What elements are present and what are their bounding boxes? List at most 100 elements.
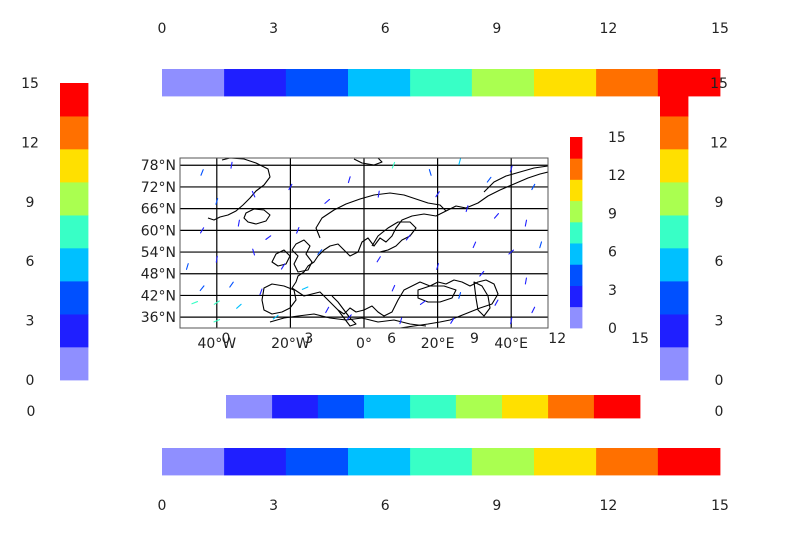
quiver-arrow [399, 317, 403, 325]
colorbar-left-segment [60, 346, 89, 381]
colorbar-bottom-tick-label: 9 [492, 498, 501, 514]
colorbar-inner-bottom-tick-label: 12 [548, 331, 566, 347]
quiver-arrow [251, 190, 256, 198]
lat-tick-label: 66°N [141, 202, 176, 218]
coastline-novaya-zemlya [483, 165, 548, 193]
quiver-arrow [486, 176, 492, 183]
lat-tick-label: 54°N [141, 245, 176, 261]
colorbar-top-segment [596, 69, 659, 97]
quiver-arrow [215, 197, 219, 205]
coastline-iceland [243, 208, 271, 225]
quiver-arrow [317, 249, 323, 255]
lon-tick-label: 40°E [494, 336, 528, 352]
quiver-arrow [494, 299, 499, 306]
quiver-arrow [436, 263, 440, 270]
lon-tick-label: 0° [356, 336, 372, 352]
colorbar-inset-right-segment [570, 285, 583, 308]
quiver-arrow [236, 303, 242, 309]
quiver-arrow [213, 319, 221, 323]
quiver-arrow [376, 256, 381, 263]
quiver-arrow [472, 241, 477, 249]
colorbar-bottom-segment [471, 448, 535, 476]
colorbar-bottom-segment [410, 448, 473, 476]
colorbar-top-tick-label: 12 [599, 21, 617, 37]
quiver-arrow [508, 249, 515, 255]
colorbar-inner-bottom-segment [548, 395, 595, 419]
quiver-arrow [272, 314, 279, 320]
quiver-arrow [237, 219, 240, 227]
colorbar-inset-right-segment [570, 221, 583, 244]
quiver-arrow [509, 165, 513, 173]
colorbar-right-tick-label: 9 [715, 195, 724, 211]
quiver-arrow [493, 213, 499, 219]
colorbar-bottom-segment [224, 448, 287, 476]
colorbar-right-segment [660, 83, 689, 117]
quiver-arrow [215, 255, 218, 263]
colorbar-bottom-segment [534, 448, 597, 476]
quiver-arrow [419, 300, 426, 305]
colorbar-right-tick-label: 3 [715, 314, 724, 330]
colorbar-left: 0 3 6 9 12 15 [21, 76, 89, 389]
colorbar-inner-bottom-segment [364, 395, 411, 419]
colorbar-bottom-tick-label: 15 [711, 498, 729, 514]
colorbar-bottom-segment [348, 448, 411, 476]
colorbar-top-segment [224, 69, 287, 97]
quiver-arrow [465, 205, 469, 213]
colorbar-inner-bottom-tick-label: 15 [631, 331, 649, 347]
colorbar-left-segment [60, 182, 89, 216]
quiver-arrow [377, 190, 380, 198]
colorbar-inner-bottom-tick-label: 6 [387, 331, 396, 347]
colorbar-right-segment [660, 148, 689, 183]
colorbar-right-segment [660, 182, 689, 216]
colorbar-inset-right-tick-label: 12 [608, 168, 626, 184]
quiver-arrow [391, 161, 396, 169]
quiver-arrow [539, 241, 543, 249]
colorbar-left-segment [60, 281, 89, 315]
map-tick-labels: 40°W 20°W 0° 20°E 40°E36°N42°N48°N54°N60°N66… [141, 158, 528, 352]
colorbar-top-segment [410, 69, 473, 97]
colorbar-inset-right-segment [570, 243, 583, 265]
colorbar-bottom-segment [285, 448, 349, 476]
quiver-arrow [479, 270, 485, 277]
colorbar-top: 0 3 6 9 12 15 [158, 21, 729, 97]
colorbar-right-tick-label: 6 [715, 254, 724, 270]
quiver-arrow [428, 169, 432, 176]
colorbar-inset-right-segment [570, 306, 583, 329]
quiver-arrow [346, 314, 352, 320]
quiver-arrows [185, 158, 543, 325]
colorbar-top-tick-label: 9 [492, 21, 501, 37]
map-frame [179, 157, 549, 329]
colorbar-inner-bottom-segment [593, 395, 641, 419]
colorbar-bottom-segment [162, 448, 225, 476]
quiver-arrow [280, 263, 286, 270]
colorbar-left-segment [60, 314, 89, 348]
colorbar-bottom-tick-label: 3 [269, 498, 278, 514]
colorbar-right-segment [660, 247, 689, 282]
colorbar-right-tick-label: 0 [715, 373, 724, 389]
coastline-caspian [473, 281, 491, 317]
colorbar-inset-right: 0 3 6 9 12 15 [570, 130, 626, 337]
quiver-arrow [531, 306, 536, 314]
quiver-arrow [199, 227, 205, 234]
colorbar-inset-right-segment [570, 200, 583, 223]
colorbar-top-segment [348, 69, 411, 97]
colorbar-left-segment [60, 215, 89, 249]
colorbar-inner-bottom-tick-label: 0 [222, 331, 231, 347]
colorbar-bottom-tick-label: 12 [599, 498, 617, 514]
coastline-baltic [371, 221, 417, 253]
quiver-arrow [301, 286, 309, 290]
colorbar-left-segment [60, 83, 89, 117]
colorbar-left-tick-label: 15 [21, 76, 39, 92]
colorbar-right-segment [660, 314, 689, 348]
colorbar-right-segment [660, 346, 689, 381]
quiver-arrow [450, 317, 455, 324]
colorbar-left-tick-label: 12 [21, 135, 39, 151]
quiver-arrow [435, 191, 440, 198]
quiver-arrow [185, 263, 189, 270]
colorbar-inner-bottom-segment [317, 395, 365, 419]
quiver-arrow [252, 248, 256, 256]
lat-tick-label: 48°N [141, 267, 176, 283]
lat-tick-label: 60°N [141, 223, 176, 239]
